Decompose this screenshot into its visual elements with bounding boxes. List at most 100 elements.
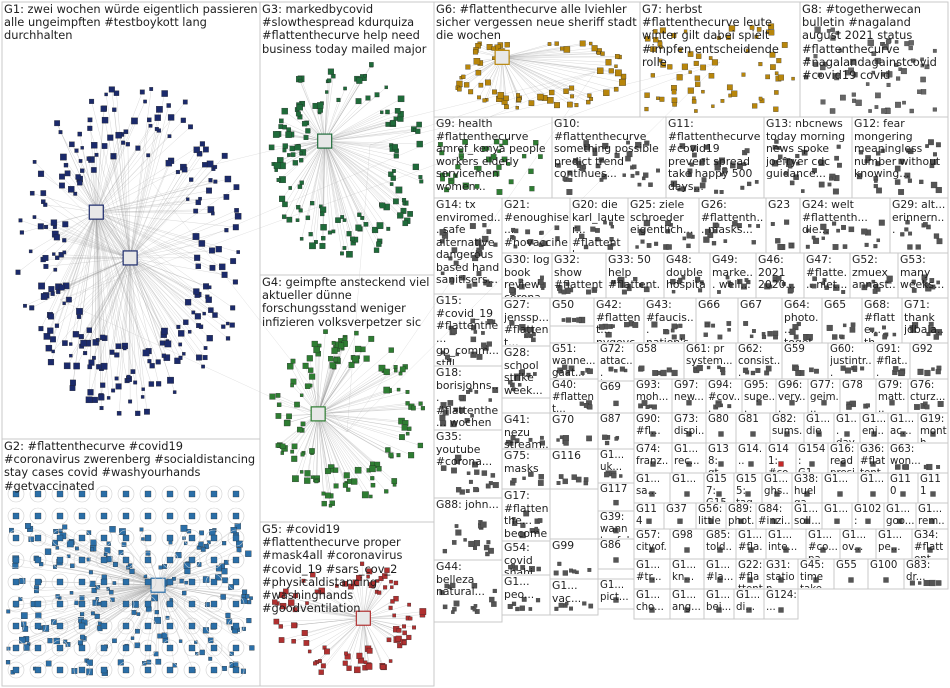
group-20: G24: welt #flattenth... die... <box>799 197 891 254</box>
node <box>94 613 100 619</box>
node <box>165 159 173 167</box>
group-label: G1... rem... <box>918 504 945 528</box>
group-label: G141: #co... <box>768 444 795 472</box>
node <box>58 130 63 135</box>
group-53: G69 <box>597 380 635 414</box>
hub-node <box>150 577 166 593</box>
node <box>233 661 239 667</box>
node <box>56 512 64 520</box>
group-label: G54: covid shahi... <box>504 542 544 574</box>
self-loop <box>117 529 135 547</box>
group-label: G71: thank jdbala... <box>904 299 944 342</box>
node <box>86 327 93 333</box>
self-loop <box>205 485 223 503</box>
node <box>38 326 44 332</box>
group-label: G62: consist... <box>738 344 781 378</box>
node <box>144 556 152 564</box>
self-loop <box>205 639 223 657</box>
node <box>53 267 58 272</box>
node <box>28 249 33 254</box>
node <box>188 600 196 608</box>
group-24: G32: show #flattent... <box>551 252 607 299</box>
node <box>178 330 185 337</box>
self-loop <box>205 595 223 613</box>
node <box>75 174 81 180</box>
node <box>18 218 23 223</box>
group-141: G1... bei... <box>703 588 735 620</box>
node <box>172 390 177 394</box>
self-loop <box>183 485 201 503</box>
node <box>143 99 147 104</box>
node <box>51 349 55 354</box>
node <box>96 364 102 370</box>
node <box>80 146 84 150</box>
node <box>66 540 74 548</box>
node <box>74 148 79 153</box>
group-105: G89: phot... <box>725 502 757 530</box>
group-113: G39: wann teufel... <box>597 510 635 540</box>
node <box>70 563 75 569</box>
node <box>188 124 193 130</box>
node <box>87 364 93 370</box>
self-loop <box>73 661 91 679</box>
node <box>52 539 59 546</box>
group-label: G49: marke... well... <box>712 254 753 292</box>
group-79: G1... rec... <box>671 442 707 474</box>
node <box>47 313 55 320</box>
group-label: G93: moh... <box>636 380 669 403</box>
group-label: G27: jenssp... #flattent... man... <box>504 299 549 345</box>
node <box>144 534 152 542</box>
node <box>225 321 230 326</box>
group-label: G1... ang... <box>672 590 701 613</box>
group-46: G61: pr system... <box>683 342 737 380</box>
self-loop <box>73 573 91 591</box>
self-loop <box>161 507 179 525</box>
group-label: G1: zwei wochen würde eigentlich passier… <box>4 3 258 43</box>
node <box>236 250 241 254</box>
node <box>229 651 234 657</box>
group-10: G10: #flattenthecurve something possible… <box>551 116 667 199</box>
group-label: G1... #fla... <box>738 530 763 558</box>
node <box>94 152 99 157</box>
node <box>221 324 226 329</box>
node <box>249 596 253 600</box>
group-58: G96: very... <box>775 378 809 414</box>
node <box>92 339 99 346</box>
group-label: G1... ov... <box>842 530 867 553</box>
group-139: G1... cho... <box>633 588 671 620</box>
group-label: G80 <box>708 414 729 425</box>
node <box>77 131 82 137</box>
group-5: G5: #covid19 #flattenthecurve proper #ma… <box>259 521 435 687</box>
group-label: G1... #co... pa... <box>808 530 838 558</box>
group-label: G1... die <box>806 414 831 437</box>
group-109: G102: G1... first... <box>851 502 885 530</box>
node <box>86 557 91 562</box>
self-loop <box>183 573 201 591</box>
self-loop <box>139 639 157 657</box>
node <box>215 565 222 572</box>
group-label: G11: #flattenthecurve #covid19 prevent s… <box>668 118 761 193</box>
node <box>202 311 206 316</box>
node <box>106 396 111 400</box>
group-label: G98 <box>672 530 693 541</box>
group-83: G154: G1... <box>795 442 829 474</box>
group-label: G1... peo... <box>504 576 535 601</box>
group-label: G63: won... <box>890 444 921 467</box>
group-114: G57: cityof... kelleri... <box>633 528 671 560</box>
node <box>12 666 20 674</box>
node <box>279 118 284 124</box>
group-label: G82: sums... <box>772 414 803 442</box>
self-loop <box>117 485 135 503</box>
node <box>110 154 115 159</box>
group-77: G87 <box>597 412 635 450</box>
node <box>268 144 275 151</box>
node <box>12 644 20 652</box>
node <box>188 578 196 586</box>
group-label: G1... inte... <box>768 530 798 553</box>
node <box>188 644 196 652</box>
node <box>245 550 252 557</box>
node <box>12 600 20 608</box>
group-label: G102: G1... first... <box>854 504 882 528</box>
group-27: G49: marke... well... <box>709 252 757 299</box>
node <box>224 175 232 183</box>
